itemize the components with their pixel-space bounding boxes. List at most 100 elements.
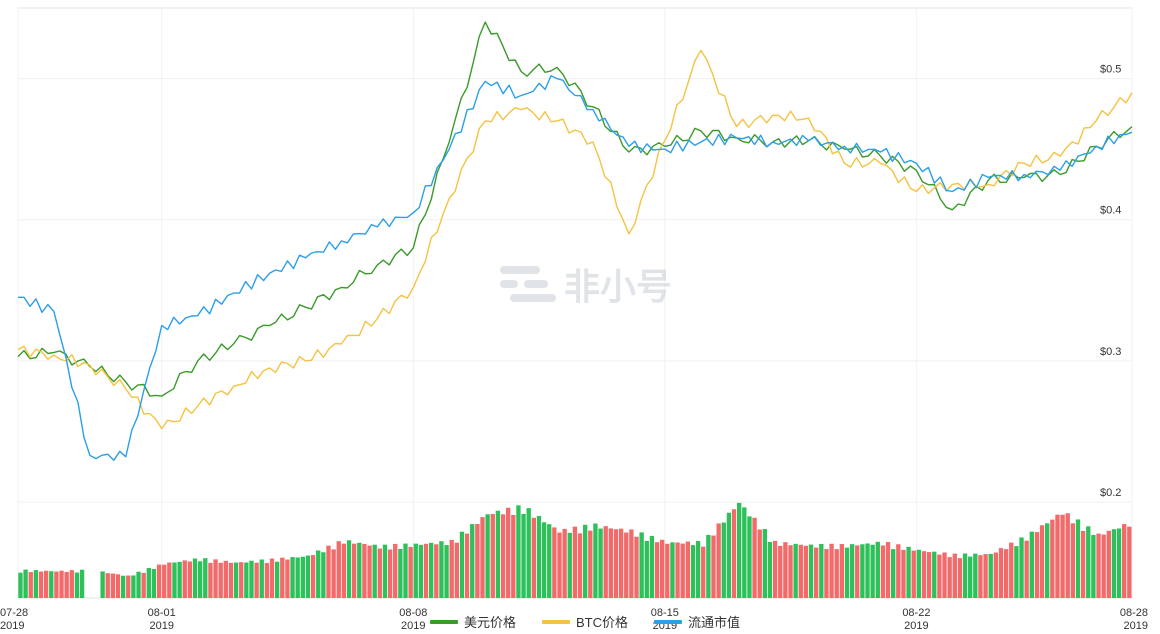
volume-bar [1039, 525, 1045, 598]
volume-bar [187, 561, 193, 598]
volume-bar [731, 509, 737, 598]
volume-bar [541, 522, 547, 598]
volume-bar [742, 507, 747, 598]
volume-bar [706, 534, 711, 598]
volume-bar [711, 535, 716, 598]
volume-bar [870, 544, 875, 598]
volume-bar [156, 564, 162, 598]
volume-bar [721, 522, 726, 598]
volume-bar [485, 514, 490, 598]
volume-bar [1101, 534, 1106, 598]
volume-bar [264, 563, 270, 598]
volume-bar [470, 524, 475, 598]
volume-bar [331, 549, 336, 598]
x-tick-year: 2019 [401, 620, 425, 632]
volume-bar [321, 552, 326, 598]
volume-bar [459, 531, 465, 598]
volume-bar [1127, 526, 1132, 598]
volume-bar [665, 543, 670, 598]
x-axis-ticks: 07-28201908-01201908-08201908-15201908-2… [0, 607, 1148, 632]
volume-bar [901, 549, 906, 598]
volume-bar [428, 542, 434, 598]
volume-bar [151, 568, 157, 598]
volume-bar [983, 554, 988, 598]
volume-bar [772, 540, 778, 598]
volume-bar [860, 544, 865, 598]
volume-bar [192, 558, 198, 598]
volume-bar [136, 571, 141, 598]
volume-bar [680, 543, 685, 598]
volume-bar [259, 559, 264, 598]
legend-item-usd-price[interactable]: 美元价格 [430, 612, 516, 631]
volume-bar [608, 528, 614, 598]
legend-item-market-cap[interactable]: 流通市值 [654, 612, 740, 631]
x-tick-year: 2019 [149, 620, 173, 632]
volume-bar [59, 570, 64, 598]
y-tick-label: $0.5 [1100, 64, 1121, 76]
volume-bar [131, 575, 136, 598]
volume-bar [557, 532, 562, 598]
volume-bar [793, 543, 798, 598]
volume-bar [762, 529, 768, 598]
volume-bar [54, 571, 59, 598]
volume-bar [1091, 535, 1096, 598]
x-tick-date: 08-28 [1120, 607, 1148, 619]
volume-bar [228, 562, 234, 598]
volume-bar [855, 545, 860, 598]
x-tick-date: 08-22 [902, 607, 930, 619]
volume-bar [906, 546, 911, 598]
volume-bar [1106, 530, 1111, 598]
volume-bar [839, 543, 845, 598]
volume-bar [531, 517, 536, 598]
volume-bar [418, 544, 424, 598]
volume-bar [1029, 531, 1034, 598]
volume-bar [752, 517, 757, 598]
legend-swatch-market-cap [654, 619, 683, 624]
series-line [17, 49, 1133, 430]
volume-bar [43, 570, 49, 598]
volume-bar [644, 540, 649, 598]
volume-bar [583, 524, 588, 598]
legend-label-usd: 美元价格 [464, 615, 517, 630]
volume-bar [146, 568, 151, 598]
watermark-logo-icon [500, 264, 556, 304]
volume-bar [536, 515, 542, 598]
legend-item-btc-price[interactable]: BTC价格 [542, 612, 628, 631]
volume-bar [685, 541, 691, 598]
volume-bar [690, 545, 696, 598]
volume-bar [439, 541, 444, 598]
volume-bar [819, 543, 824, 598]
volume-bar [952, 553, 957, 598]
volume-bar [218, 562, 223, 598]
volume-bar [244, 562, 249, 598]
volume-bar [634, 536, 639, 598]
volume-bar [64, 572, 69, 598]
volume-bar [865, 543, 870, 598]
volume-bar [110, 573, 116, 598]
volume-bar [695, 540, 701, 598]
volume-bar [413, 543, 418, 598]
volume-bar [351, 543, 357, 598]
volume-bar [937, 554, 942, 598]
volume-bar [126, 575, 131, 598]
volume-bar [398, 548, 403, 598]
volume-bar [490, 513, 495, 598]
series-lines [17, 21, 1133, 461]
volume-bar [968, 556, 973, 598]
volume-bar [305, 555, 311, 598]
volume-bar [824, 549, 829, 598]
volume-bar [1075, 519, 1081, 598]
volume-bar [798, 544, 803, 598]
volume-bar [300, 556, 305, 598]
volume-bar [926, 552, 932, 598]
legend-label-market-cap: 流通市值 [688, 615, 741, 630]
volume-bar [701, 546, 706, 598]
volume-bar [993, 552, 999, 598]
volume-bar [387, 549, 393, 598]
volume-bar [844, 547, 850, 598]
volume-bar [203, 558, 208, 598]
volume-bar [552, 527, 557, 598]
volume-bar [249, 560, 254, 598]
volume-bar [654, 542, 660, 598]
volume-bar [346, 540, 352, 598]
